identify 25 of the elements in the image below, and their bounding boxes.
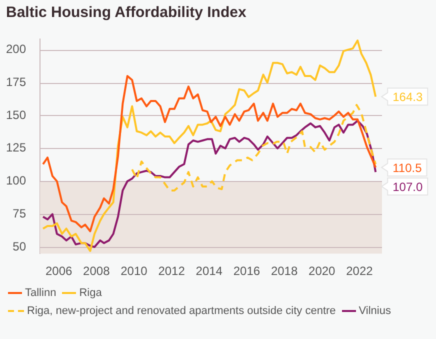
x-tick-label: 2008 [83,264,110,278]
y-tick-label: 50 [12,239,26,254]
legend-label: Vilnius [358,304,391,319]
x-tick-label: 2014 [196,264,223,278]
chart-title: Baltic Housing Affordability Index [6,4,246,21]
y-tick-label: 150 [6,108,26,122]
x-tick-label: 2016 [233,264,260,278]
x-tick-label: 2010 [120,264,148,278]
line-series [131,104,377,192]
x-tick-label: 2020 [308,264,336,278]
legend-label: Tallinn [24,286,56,301]
y-tick-label: 175 [6,74,26,89]
x-tick-label: 2006 [45,264,72,278]
x-tick-label: 2018 [270,264,298,278]
x-tick-label: 2022 [346,264,374,278]
legend-label: Riga, new-project and renovated apartments outside city centre [26,304,336,319]
y-tick-label: 125 [6,140,26,155]
y-tick-label: 200 [6,42,26,56]
data-label: 164.3 [392,90,423,104]
data-label: 110.5 [392,160,422,175]
y-tick-label: 100 [6,174,26,188]
data-label: 107.0 [392,180,423,194]
legend-label: Riga [78,286,102,301]
y-tick-label: 75 [12,206,26,220]
x-tick-label: 2012 [158,264,186,278]
